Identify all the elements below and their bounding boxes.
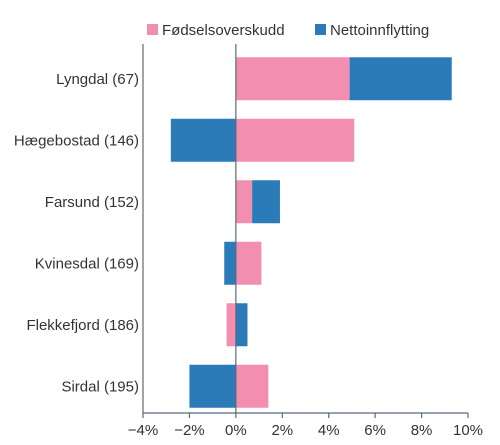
bar-nettoinnflytting-1 (170, 118, 236, 162)
axes: −4% −2% 0% 2% 4% 6% 8% 10% (128, 44, 483, 439)
bar-fodselsoverskudd-3 (235, 241, 262, 285)
legend-swatch-fodselsoverskudd (147, 24, 158, 35)
bar-nettoinnflytting-0 (349, 57, 452, 101)
category-label: Lyngdal (67) (56, 71, 139, 88)
legend-swatch-nettoinnflytting (315, 24, 326, 35)
category-label: Kvinesdal (169) (35, 255, 139, 272)
category-label: Flekkefjord (186) (26, 317, 139, 334)
category-label: Sirdal (195) (61, 378, 139, 395)
x-tick-label: 4% (318, 422, 340, 439)
category-label: Hægebostad (146) (14, 132, 139, 149)
legend-label-fodselsoverskudd: Fødselsoverskudd (162, 22, 285, 39)
category-labels: Lyngdal (67) Hægebostad (146) Farsund (152… (14, 71, 139, 396)
bar-nettoinnflytting-4 (235, 303, 248, 347)
bar-nettoinnflytting-3 (224, 241, 236, 285)
bar-nettoinnflytting-2 (252, 180, 280, 224)
bar-fodselsoverskudd-2 (235, 180, 253, 224)
x-tick-label: −4% (128, 422, 158, 439)
x-tick-label: 0% (225, 422, 247, 439)
bar-fodselsoverskudd-1 (235, 118, 355, 162)
x-tick-label: 8% (411, 422, 433, 439)
x-tick-label: 6% (364, 422, 386, 439)
x-tick-label: 10% (453, 422, 483, 439)
bar-fodselsoverskudd-0 (235, 57, 350, 101)
x-tick-label: 2% (271, 422, 293, 439)
bar-nettoinnflytting-5 (189, 364, 236, 408)
x-tick-label: −2% (174, 422, 204, 439)
bar-fodselsoverskudd-5 (235, 364, 269, 408)
bars (170, 57, 452, 408)
legend-label-nettoinnflytting: Nettoinnflytting (330, 22, 429, 39)
category-label: Farsund (152) (45, 194, 139, 211)
legend: Fødselsoverskudd Nettoinnflytting (147, 22, 429, 39)
bar-fodselsoverskudd-4 (226, 303, 236, 347)
